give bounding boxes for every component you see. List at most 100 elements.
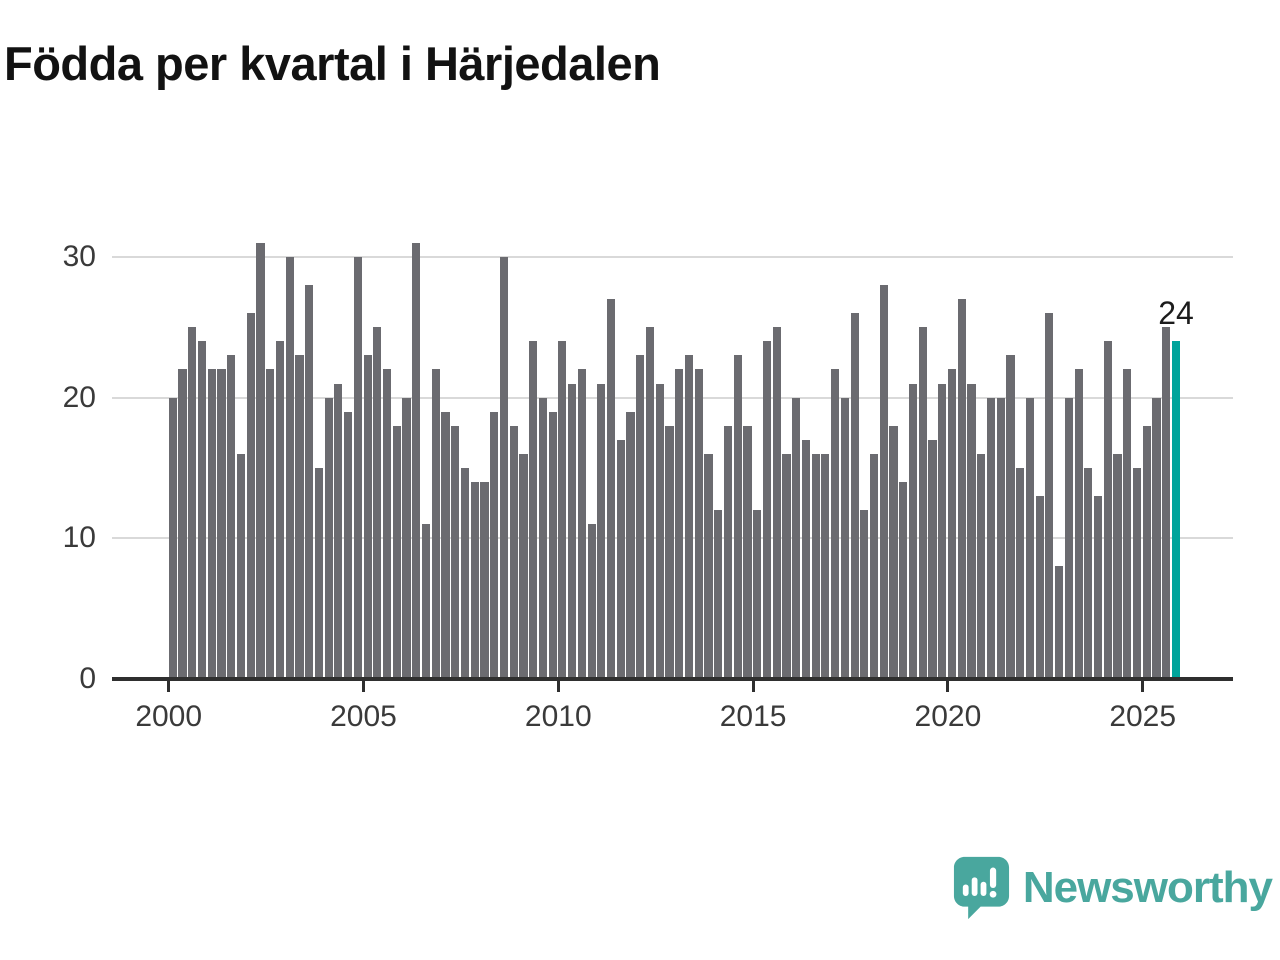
bar [314, 467, 323, 679]
x-axis-tickmark [946, 681, 950, 692]
x-axis-tick-label: 2020 [914, 700, 982, 733]
bar [899, 482, 908, 679]
bar [1152, 397, 1161, 679]
bar [344, 411, 353, 679]
bar [1162, 327, 1171, 679]
bar [402, 397, 411, 679]
bar [743, 425, 752, 679]
bar [412, 242, 421, 679]
bar [538, 397, 547, 679]
bar [753, 510, 762, 679]
bar [1094, 496, 1103, 679]
bar [353, 256, 362, 679]
bar [1055, 566, 1064, 679]
bar [373, 327, 382, 679]
gridline [112, 396, 1233, 399]
x-axis-tick-label: 2025 [1109, 700, 1177, 733]
bar [587, 524, 596, 679]
bar [986, 397, 996, 679]
bar [334, 383, 343, 679]
bar [957, 299, 966, 679]
bar [694, 369, 703, 679]
bar [529, 341, 538, 679]
bar [256, 242, 265, 679]
bar [275, 341, 285, 679]
bar [1006, 355, 1015, 679]
bar [714, 510, 723, 679]
bar [577, 369, 586, 679]
x-axis-tickmark [1141, 681, 1145, 692]
bar [918, 327, 927, 679]
bar [607, 299, 616, 679]
highlight-bar-2025q4 [1171, 341, 1181, 679]
bar [636, 355, 645, 679]
bar [1103, 341, 1112, 679]
bar [811, 453, 820, 679]
y-axis-tick-label: 10 [62, 521, 96, 555]
bar [519, 453, 528, 679]
y-axis-tick-label: 0 [79, 662, 96, 695]
bar [227, 355, 236, 679]
bar [723, 425, 733, 679]
bar [1045, 313, 1054, 679]
x-axis-tickmark [362, 681, 365, 692]
bar [928, 439, 937, 679]
bar [246, 313, 255, 679]
logo-speech-bubble-icon [953, 856, 1009, 920]
bar [285, 256, 294, 679]
bar [266, 369, 275, 679]
bar [490, 411, 499, 679]
bar [879, 285, 888, 679]
bar [499, 256, 509, 679]
x-axis-tick-label: 2015 [719, 700, 787, 733]
bar [772, 327, 781, 679]
bar [392, 425, 401, 679]
bar [684, 355, 694, 679]
bar [441, 411, 450, 679]
bar [947, 369, 957, 679]
bar [1025, 397, 1034, 679]
bar [509, 425, 518, 679]
bar [168, 397, 177, 679]
bar [792, 397, 801, 679]
bar [597, 383, 606, 679]
bar [421, 524, 431, 679]
bar [840, 397, 849, 679]
bar [1064, 397, 1073, 679]
bar [470, 482, 479, 679]
x-axis-tick-label: 2000 [135, 700, 203, 733]
bar [1123, 369, 1132, 679]
bar [480, 482, 489, 679]
x-axis-tick-label: 2005 [330, 700, 397, 733]
bar [889, 425, 898, 679]
chart-title: Födda per kvartal i Härjedalen [4, 37, 661, 90]
bar [363, 355, 372, 679]
bar [645, 327, 655, 679]
bar [704, 453, 713, 679]
bar [548, 411, 557, 679]
bar [938, 383, 947, 679]
bar [568, 383, 577, 679]
bar [665, 425, 674, 679]
bar [197, 341, 207, 679]
bar [178, 369, 187, 679]
bar [801, 439, 810, 679]
bar [616, 439, 625, 679]
bar [782, 453, 791, 679]
bar [305, 285, 314, 679]
bar [236, 453, 246, 679]
bar [869, 453, 879, 679]
bar [431, 369, 440, 679]
logo-wordmark: Newsworthy [1022, 863, 1273, 912]
x-axis-line [112, 677, 1233, 681]
bar [860, 510, 869, 679]
x-axis-tick-label: 2010 [524, 700, 592, 733]
bar [1132, 467, 1142, 679]
bar [558, 341, 567, 679]
bar [1074, 369, 1083, 679]
bar [967, 383, 976, 679]
x-axis-tickmark [556, 681, 560, 692]
bar [675, 369, 684, 679]
bar [188, 327, 197, 679]
